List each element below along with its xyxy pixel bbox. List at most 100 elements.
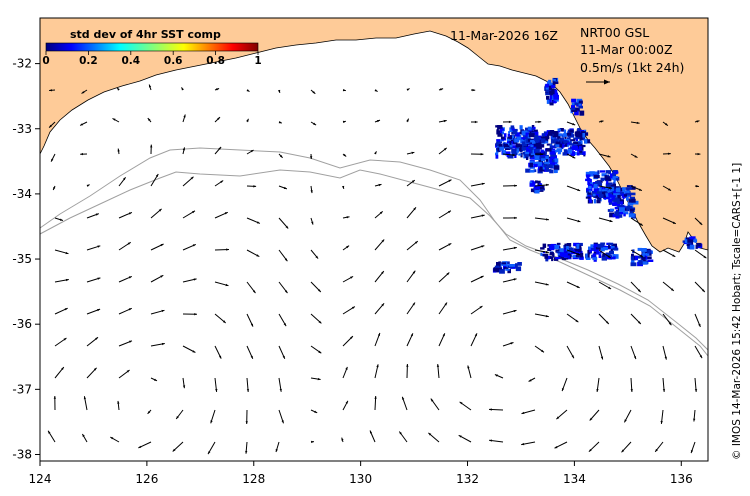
- sst-pixel: [558, 255, 564, 259]
- sst-pixel: [543, 131, 548, 134]
- sst-pixel: [561, 146, 564, 150]
- sst-pixel: [578, 100, 583, 104]
- sst-pixel: [586, 187, 592, 192]
- current-vector: [598, 185, 613, 189]
- current-vector: [630, 377, 633, 393]
- sst-pixel: [603, 191, 609, 194]
- sst-pixel: [493, 267, 498, 272]
- current-vector: [374, 211, 384, 219]
- current-vector: [118, 241, 131, 251]
- sst-pixel: [532, 126, 536, 130]
- date-label: 11-Mar-2026 16Z: [450, 28, 558, 43]
- sst-pixel: [559, 128, 564, 132]
- current-vector: [342, 400, 349, 411]
- sst-pixel: [550, 164, 557, 168]
- sst-pixel: [613, 181, 616, 184]
- sst-pixel: [534, 189, 540, 194]
- sst-pixel: [557, 128, 561, 132]
- current-vector: [310, 89, 316, 95]
- current-vector: [49, 89, 56, 92]
- current-vector: [534, 249, 549, 254]
- sst-pixel: [589, 250, 592, 253]
- sst-pixel: [684, 239, 689, 244]
- current-vector: [54, 307, 68, 315]
- sst-pixel: [562, 252, 568, 258]
- sst-pixel: [627, 203, 630, 208]
- sst-pixel: [626, 205, 632, 210]
- sst-pixel: [507, 136, 511, 139]
- sst-pixel: [553, 78, 556, 82]
- isobath-line: [39, 147, 709, 357]
- sst-pixel: [535, 151, 541, 156]
- current-vector: [182, 210, 196, 219]
- sst-pixel: [620, 201, 623, 205]
- sst-pixel: [566, 243, 572, 247]
- current-vector: [554, 441, 568, 449]
- sst-pixel: [496, 139, 501, 142]
- sst-pixel: [545, 87, 551, 90]
- sst-pixel: [578, 242, 583, 246]
- sst-pixel: [587, 183, 593, 188]
- current-vector: [310, 313, 322, 324]
- sst-pixel: [584, 139, 588, 144]
- sst-pixel: [549, 162, 556, 166]
- sst-pixel: [579, 252, 584, 258]
- sst-pixel: [637, 255, 643, 259]
- sst-pixel: [509, 135, 512, 140]
- current-vector: [246, 89, 250, 93]
- sst-pixel: [534, 148, 540, 153]
- sst-pixel: [570, 139, 576, 142]
- sst-pixel: [588, 190, 592, 193]
- current-vector: [275, 441, 280, 453]
- sst-pixel: [552, 253, 555, 258]
- current-vector: [214, 377, 218, 392]
- sst-pixel: [559, 248, 564, 252]
- sst-pixel: [612, 202, 618, 206]
- sst-pixel: [547, 82, 553, 86]
- sst-pixel: [532, 181, 537, 184]
- sst-pixel: [586, 192, 592, 198]
- current-vector: [438, 210, 452, 219]
- colorbar-tick-label: 1: [254, 55, 261, 67]
- sst-pixel: [542, 137, 549, 142]
- current-vector: [470, 214, 485, 219]
- sst-pixel: [567, 137, 571, 140]
- sst-pixel: [575, 147, 579, 151]
- sst-pixel: [645, 252, 650, 256]
- sst-pixel: [577, 135, 580, 138]
- current-vector: [175, 409, 184, 420]
- sst-pixel: [593, 174, 600, 179]
- current-vector-field: [47, 84, 707, 455]
- sst-pixel: [572, 145, 577, 150]
- isobath-line: [39, 169, 709, 351]
- current-vector: [521, 441, 536, 446]
- sst-pixel: [500, 129, 503, 133]
- sst-pixel: [533, 169, 537, 173]
- current-vector: [589, 409, 600, 421]
- sst-pixel: [529, 183, 536, 187]
- current-vector: [342, 153, 347, 157]
- sst-pixel: [696, 242, 702, 247]
- current-vector: [172, 441, 184, 452]
- current-vector: [534, 120, 542, 124]
- current-vector: [470, 275, 484, 283]
- sst-pixel: [541, 158, 546, 162]
- sst-pixel: [682, 240, 685, 243]
- current-vector: [662, 345, 667, 360]
- sst-pixel: [553, 165, 560, 170]
- sst-pixel: [638, 260, 643, 265]
- sst-pixel: [548, 131, 551, 134]
- sst-pixel: [556, 250, 562, 254]
- sst-pixel: [593, 249, 599, 252]
- current-vector: [534, 153, 544, 156]
- sst-pixel: [603, 253, 608, 258]
- current-vector: [374, 119, 381, 123]
- current-vector: [342, 306, 356, 315]
- sst-pixel: [630, 192, 636, 196]
- current-vector: [406, 363, 409, 379]
- current-vector: [438, 179, 452, 187]
- current-vector: [150, 173, 159, 187]
- sst-pixel: [506, 154, 509, 158]
- current-vector: [458, 434, 472, 443]
- sst-pixel: [495, 125, 499, 128]
